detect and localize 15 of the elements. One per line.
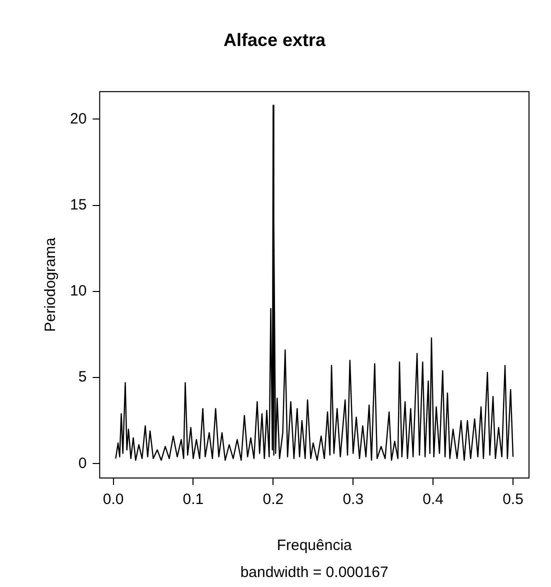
chart-title: Alface extra: [223, 30, 327, 50]
y-axis-title: Periodograma: [42, 237, 60, 332]
y-tick-label: 20: [70, 110, 87, 128]
y-tick-label: 10: [70, 282, 87, 300]
x-tick-label: 0.2: [262, 491, 284, 508]
x-tick-label: 0.5: [502, 491, 524, 508]
x-tick-label: 0.3: [342, 491, 364, 508]
text: bandwidth = 0.000167: [240, 564, 388, 581]
y-tick-label: 0: [78, 454, 87, 472]
y-tick-label: 5: [78, 368, 87, 386]
x-tick-label: 0.0: [102, 491, 124, 508]
x-tick-label: 0.4: [422, 491, 444, 508]
y-tick-label: 15: [70, 196, 87, 214]
x-axis-title: Frequência: [276, 537, 353, 554]
x-tick-label: 0.1: [182, 491, 204, 508]
